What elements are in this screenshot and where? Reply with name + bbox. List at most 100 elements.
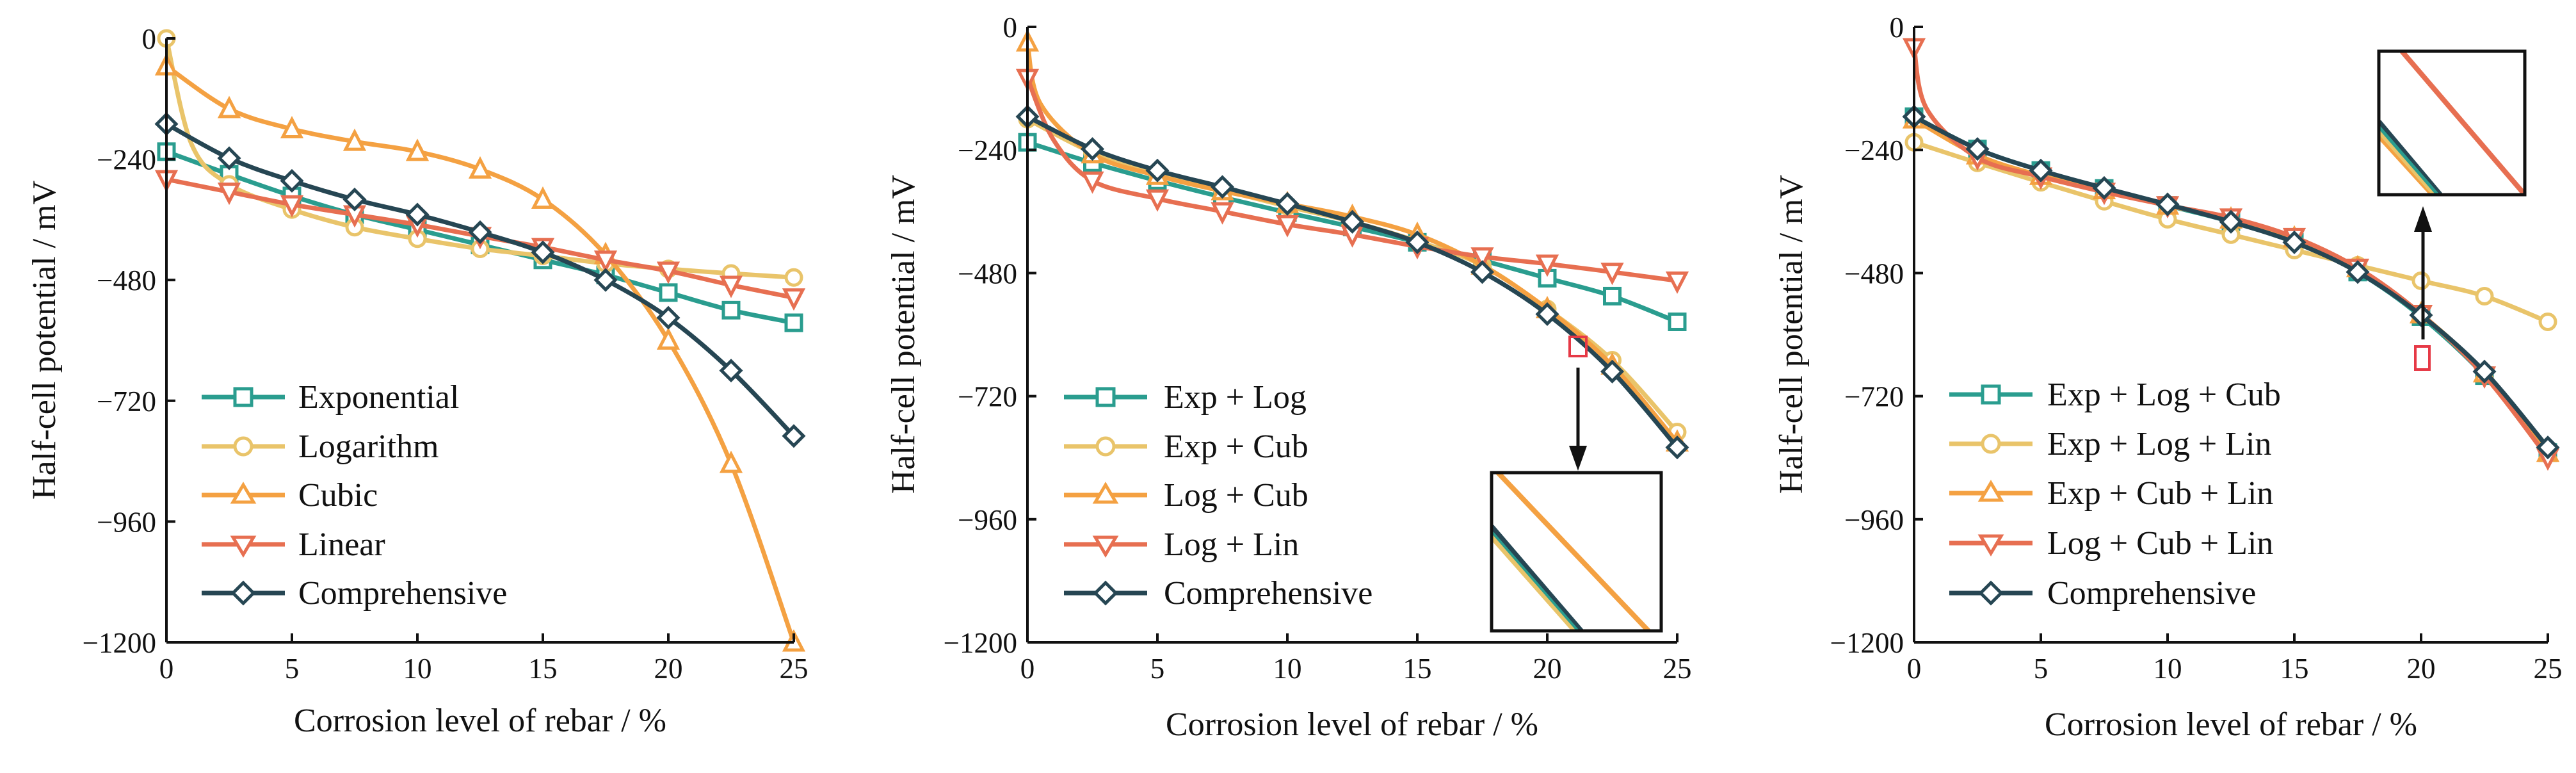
- data-point-diamond: [468, 220, 492, 245]
- series-line-3: [1025, 76, 1680, 283]
- data-point-triangle-down: [1665, 271, 1689, 294]
- y-tick-label: −720: [97, 386, 156, 418]
- data-point-diamond: [405, 202, 430, 227]
- data-point-diamond: [1470, 260, 1495, 284]
- legend-label-0: Exponential: [298, 379, 459, 416]
- data-point-square: [659, 283, 678, 302]
- legend-marker-square: [1981, 384, 2001, 405]
- data-point-diamond: [1600, 359, 1625, 384]
- legend-marker-triangle-down: [230, 535, 257, 558]
- y-tick-label: −960: [1844, 504, 1904, 536]
- zoom-arrow-head: [1569, 446, 1587, 471]
- series-layer: [1015, 29, 1689, 460]
- inset-line-red: [2399, 51, 2525, 195]
- legend-label-4: Comprehensive: [1164, 575, 1373, 612]
- legend-item-1: Logarithm: [202, 428, 439, 465]
- legend-item-1: Exp + Log + Lin: [1949, 426, 2271, 462]
- inset-line-navy: [1492, 525, 1584, 631]
- data-point-diamond: [1965, 137, 1990, 161]
- legend-marker-diamond: [1978, 580, 2004, 606]
- series-3: [1015, 69, 1689, 294]
- data-point-diamond: [2409, 303, 2433, 327]
- x-tick-label: 0: [159, 653, 174, 685]
- data-point-triangle-down: [1600, 263, 1624, 286]
- y-axis-title: Half-cell potential / mV: [885, 175, 922, 494]
- inset-line-teal: [2379, 126, 2439, 195]
- x-axis-title: Corrosion level of rebar / %: [1166, 706, 1538, 743]
- series-4: [1015, 104, 1689, 460]
- legend-label-0: Exp + Log: [1164, 379, 1307, 416]
- legend-label-4: Comprehensive: [298, 575, 507, 612]
- y-axis-title: Half-cell potential / mV: [26, 181, 63, 500]
- series-layer: [154, 29, 806, 652]
- y-tick-label: −960: [97, 506, 156, 538]
- legend-label-1: Logarithm: [298, 428, 439, 465]
- x-tick-label: 25: [1663, 653, 1692, 685]
- x-tick-label: 0: [1020, 653, 1035, 685]
- data-point-diamond: [2219, 209, 2243, 234]
- y-tick-label: −960: [958, 504, 1017, 536]
- data-point-diamond: [2155, 192, 2180, 216]
- x-tick-label: 0: [1907, 653, 1922, 685]
- data-point-diamond: [656, 305, 680, 330]
- legend: Exponential Logarithm Cubic Linear Compr: [202, 379, 507, 612]
- zoom-region-marker: [2414, 345, 2431, 371]
- data-point-diamond: [1665, 435, 1689, 460]
- x-tick-label: 25: [2534, 653, 2563, 685]
- legend-marker-square: [1095, 387, 1116, 407]
- series-4: [1902, 104, 2560, 460]
- zoom-callout: [1490, 336, 1663, 633]
- panel-right: 0 5 10 15 20 25 0 −240 −480 −720 −960 −1200 Corrosi…: [1773, 12, 2563, 743]
- data-point-square: [721, 300, 741, 320]
- zoom-inset-frame: [1490, 471, 1663, 633]
- data-point-diamond: [1275, 191, 1300, 216]
- x-axis-title: Corrosion level of rebar / %: [294, 703, 666, 739]
- data-point-diamond: [342, 187, 367, 212]
- legend: Exp + Log Exp + Cub Log + Cub Log + Lin: [1064, 379, 1373, 612]
- legend: Exp + Log + Cub Exp + Log + Lin Exp + Cu…: [1949, 377, 2281, 612]
- legend-item-2: Cubic: [202, 477, 378, 514]
- inset-line-gold: [1492, 535, 1577, 631]
- data-point-triangle-down: [719, 275, 743, 298]
- legend-label-4: Comprehensive: [2047, 575, 2256, 612]
- y-tick-label: −480: [1844, 257, 1904, 289]
- data-point-diamond: [1145, 158, 1170, 183]
- data-point-diamond: [1080, 137, 1105, 161]
- data-point-diamond: [2029, 158, 2053, 183]
- series-2: [154, 53, 806, 652]
- x-tick-label: 15: [529, 653, 558, 685]
- legend-item-2: Log + Cub: [1064, 477, 1308, 514]
- ticks-layer: 0 5 10 15 20 25 0 −240 −480 −720 −960 −1200: [1830, 12, 2563, 685]
- data-point-diamond: [2346, 260, 2370, 284]
- y-tick-label: −240: [97, 144, 156, 176]
- data-point-square: [1668, 312, 1687, 331]
- legend-item-2: Exp + Cub + Lin: [1949, 475, 2273, 512]
- data-point-triangle-up: [280, 116, 304, 138]
- legend-item-3: Log + Cub + Lin: [1949, 525, 2273, 562]
- inset-line-teal: [1492, 530, 1579, 631]
- data-point-diamond: [2536, 435, 2560, 460]
- data-point-diamond: [531, 240, 555, 264]
- y-tick-label: 0: [1890, 12, 1904, 44]
- data-point-triangle-up: [719, 450, 743, 473]
- x-axis-title: Corrosion level of rebar / %: [2045, 706, 2417, 743]
- legend-label-2: Log + Cub: [1164, 477, 1308, 514]
- x-tick-label: 5: [285, 653, 300, 685]
- data-point-circle: [2538, 312, 2557, 331]
- data-point-triangle-down: [1081, 171, 1104, 194]
- inset-line-gold: [2379, 129, 2438, 195]
- legend-marker-circle: [1095, 436, 1116, 457]
- data-point-square: [784, 313, 803, 332]
- legend-label-2: Exp + Cub + Lin: [2047, 475, 2273, 512]
- ticks-layer: 0 5 10 15 20 25 0 −240 −480 −720 −960 −1200: [83, 23, 809, 685]
- data-point-square: [1603, 286, 1622, 305]
- y-tick-label: 0: [142, 23, 157, 55]
- data-point-triangle-down: [593, 250, 618, 273]
- data-point-triangle-up: [342, 128, 367, 151]
- series-layer: [1902, 38, 2560, 471]
- data-point-triangle-down: [1145, 189, 1170, 212]
- legend-item-0: Exp + Log + Cub: [1949, 377, 2281, 413]
- panel-middle: 0 5 10 15 20 25 0 −240 −480 −720 −960 −1200 Corrosi…: [885, 12, 1692, 743]
- data-point-triangle-down: [217, 183, 241, 206]
